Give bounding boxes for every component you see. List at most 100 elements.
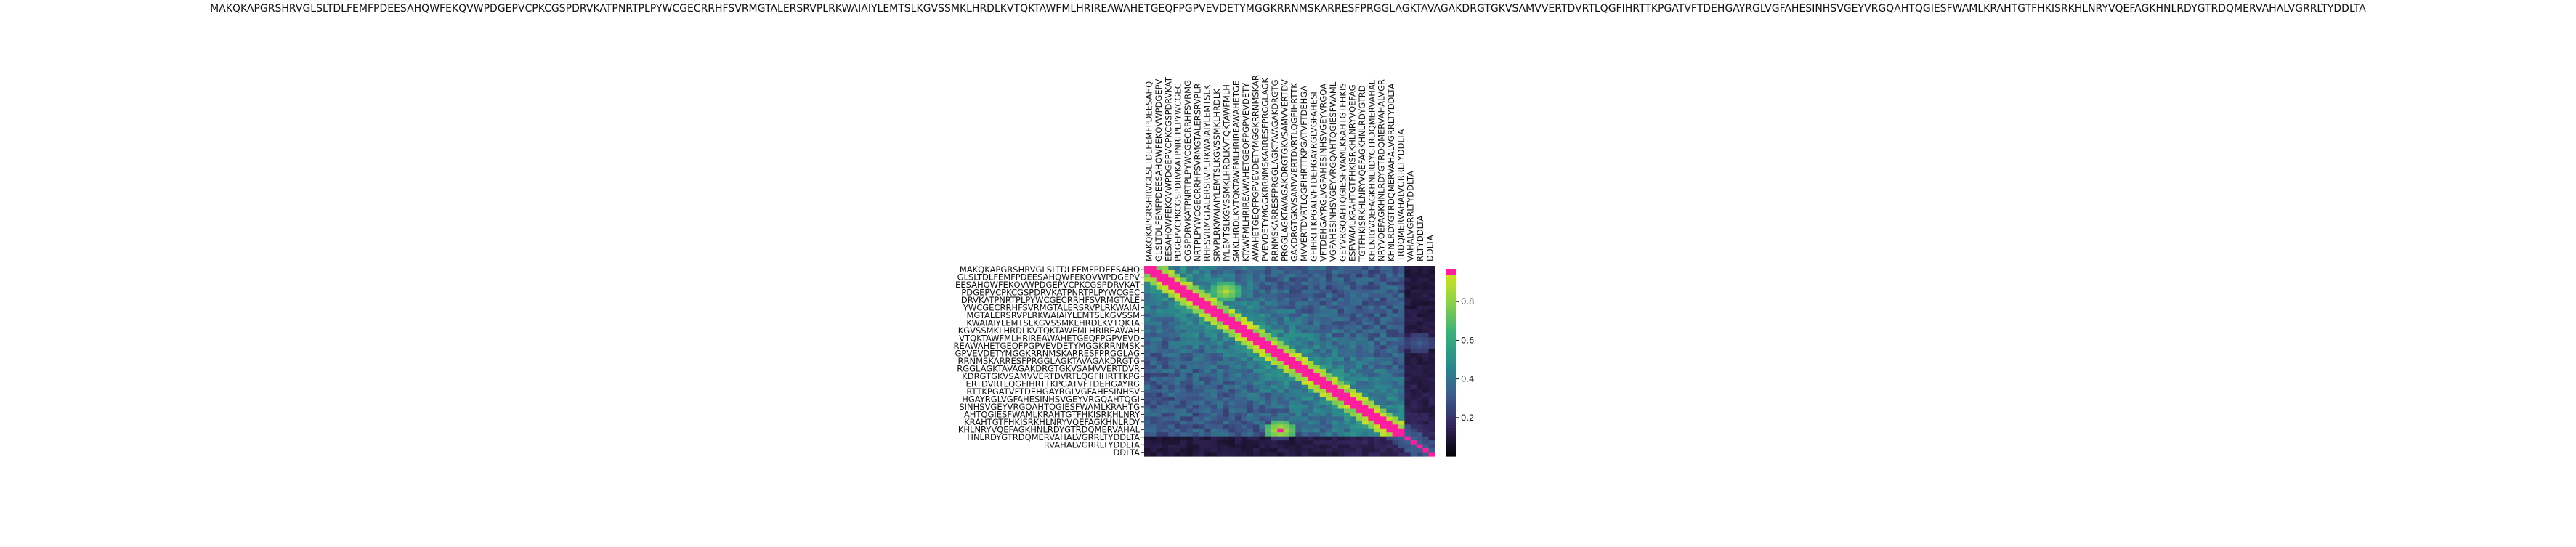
heatmap-cell [1308, 412, 1314, 418]
heatmap-cell [1289, 266, 1296, 271]
heatmap-cell [1271, 416, 1278, 421]
heatmap-cell [1223, 357, 1230, 362]
heatmap-cell [1344, 381, 1350, 386]
heatmap-cell [1344, 293, 1350, 299]
heatmap-cell [1356, 405, 1363, 410]
heatmap-cell [1253, 273, 1260, 278]
heatmap-cell [1368, 297, 1375, 302]
heatmap-cell [1404, 420, 1411, 425]
heatmap-cell [1265, 424, 1272, 429]
heatmap-cell [1380, 436, 1387, 441]
heatmap-cell [1150, 313, 1157, 318]
heatmap-cell [1356, 301, 1363, 307]
heatmap-cell [1344, 281, 1350, 286]
heatmap-cell [1228, 376, 1236, 381]
heatmap-cell [1204, 321, 1212, 326]
heatmap-cell [1308, 309, 1314, 315]
heatmap-cell [1326, 400, 1332, 405]
heatmap-cell [1235, 384, 1242, 389]
heatmap-cell [1289, 452, 1296, 457]
heatmap-cell [1319, 273, 1327, 278]
heatmap-cell [1350, 432, 1357, 437]
heatmap-cell [1277, 392, 1284, 397]
heatmap-cell [1241, 424, 1248, 429]
heatmap-cell [1398, 365, 1405, 370]
heatmap-cell [1362, 281, 1369, 286]
heatmap-cell [1271, 392, 1278, 397]
heatmap-cell [1192, 289, 1199, 294]
heatmap-cell [1144, 376, 1151, 381]
heatmap-cell [1217, 389, 1223, 394]
heatmap-cell [1186, 361, 1194, 366]
heatmap-cell [1295, 345, 1303, 350]
heatmap-cell [1192, 270, 1199, 275]
heatmap-cell [1350, 373, 1357, 378]
heatmap-cell [1289, 277, 1296, 283]
heatmap-cell [1144, 400, 1151, 405]
heatmap-cell [1398, 444, 1405, 449]
heatmap-cell [1319, 432, 1327, 437]
heatmap-cell [1417, 376, 1423, 381]
heatmap-cell [1356, 325, 1363, 330]
heatmap-cell [1374, 361, 1381, 366]
heatmap-cell [1199, 389, 1205, 394]
heatmap-cell [1199, 436, 1205, 441]
heatmap-cell [1380, 400, 1387, 405]
heatmap-cell [1223, 313, 1230, 318]
heatmap-cell [1417, 416, 1423, 421]
heatmap-cell [1422, 313, 1430, 318]
heatmap-cell [1204, 266, 1212, 271]
heatmap-cell [1265, 381, 1272, 386]
heatmap-cell [1277, 424, 1284, 429]
heatmap-cell [1204, 361, 1212, 366]
heatmap-cell [1417, 266, 1423, 271]
heatmap-cell [1150, 349, 1157, 354]
heatmap-cell [1422, 452, 1430, 457]
heatmap-cell [1180, 392, 1187, 397]
heatmap-cell [1392, 373, 1399, 378]
heatmap-cell [1144, 405, 1151, 410]
heatmap-cell [1295, 337, 1303, 342]
heatmap-cell [1398, 281, 1405, 286]
heatmap-cell [1319, 448, 1327, 453]
heatmap-cell [1283, 305, 1290, 310]
heatmap-cell [1404, 408, 1411, 413]
heatmap-cell [1410, 412, 1417, 418]
heatmap-cell [1398, 432, 1405, 437]
heatmap-cell [1386, 444, 1393, 449]
heatmap-cell [1428, 428, 1435, 433]
heatmap-cell [1313, 337, 1321, 342]
heatmap-cell [1180, 337, 1187, 342]
colorbar-segment [1446, 347, 1456, 351]
heatmap-cell [1332, 353, 1339, 358]
heatmap-cell [1210, 285, 1218, 291]
heatmap-cell [1398, 405, 1405, 410]
heatmap-cell [1295, 333, 1303, 338]
heatmap-cell [1368, 440, 1375, 445]
chart-title: MAKQKAPGRSHRVGLSLTDLFEMFPDEESAHQWFEKQVWP… [210, 3, 2366, 15]
heatmap-cell [1283, 400, 1290, 405]
heatmap-cell [1326, 448, 1332, 453]
heatmap-cell [1144, 281, 1151, 286]
heatmap-cell [1228, 440, 1236, 445]
heatmap-cell [1253, 325, 1260, 330]
heatmap-cell [1253, 436, 1260, 441]
heatmap-cell [1192, 432, 1199, 437]
heatmap-cell [1319, 428, 1327, 433]
heatmap-cell [1326, 408, 1332, 413]
heatmap-cell [1180, 448, 1187, 453]
heatmap-cell [1428, 416, 1435, 421]
heatmap-cell [1180, 436, 1187, 441]
heatmap-cell [1156, 345, 1163, 350]
heatmap-cell [1271, 329, 1278, 334]
heatmap-cell [1404, 266, 1411, 271]
heatmap-cell [1404, 273, 1411, 278]
heatmap-cell [1332, 416, 1339, 421]
heatmap-cell [1283, 448, 1290, 453]
heatmap-cell [1356, 297, 1363, 302]
heatmap-cell [1247, 325, 1254, 330]
heatmap-cell [1241, 448, 1248, 453]
heatmap-cell [1235, 305, 1242, 310]
heatmap-cell [1174, 424, 1181, 429]
heatmap-cell [1362, 389, 1369, 394]
